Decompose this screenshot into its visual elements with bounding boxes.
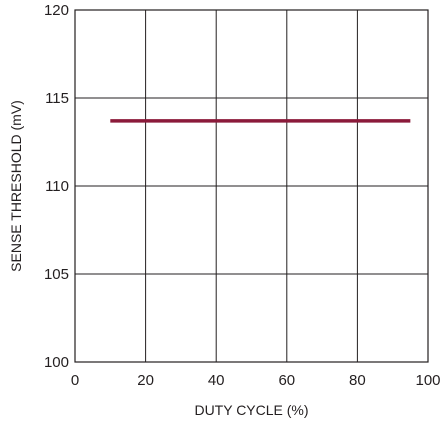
plot-frame — [74, 9, 429, 363]
y-tick-label: 105 — [44, 266, 69, 283]
x-tick-label: 20 — [137, 372, 154, 389]
x-tick-label: 80 — [349, 372, 366, 389]
x-tick-label: 40 — [208, 372, 225, 389]
x-tick-labels: 0 20 40 60 80 100 — [71, 372, 441, 389]
x-tick-label: 0 — [71, 372, 79, 389]
y-tick-label: 115 — [45, 90, 69, 107]
y-tick-labels: 100 105 110 115 120 — [44, 2, 69, 371]
x-tick-label: 60 — [278, 372, 295, 389]
y-tick-label: 120 — [44, 2, 69, 19]
y-tick-label: 110 — [45, 178, 69, 195]
x-tick-label: 100 — [415, 372, 440, 389]
x-axis-title: DUTY CYCLE (%) — [194, 402, 308, 418]
y-tick-label: 100 — [44, 354, 69, 371]
grid — [75, 10, 428, 362]
y-axis-title: SENSE THRESHOLD (mV) — [8, 100, 24, 272]
